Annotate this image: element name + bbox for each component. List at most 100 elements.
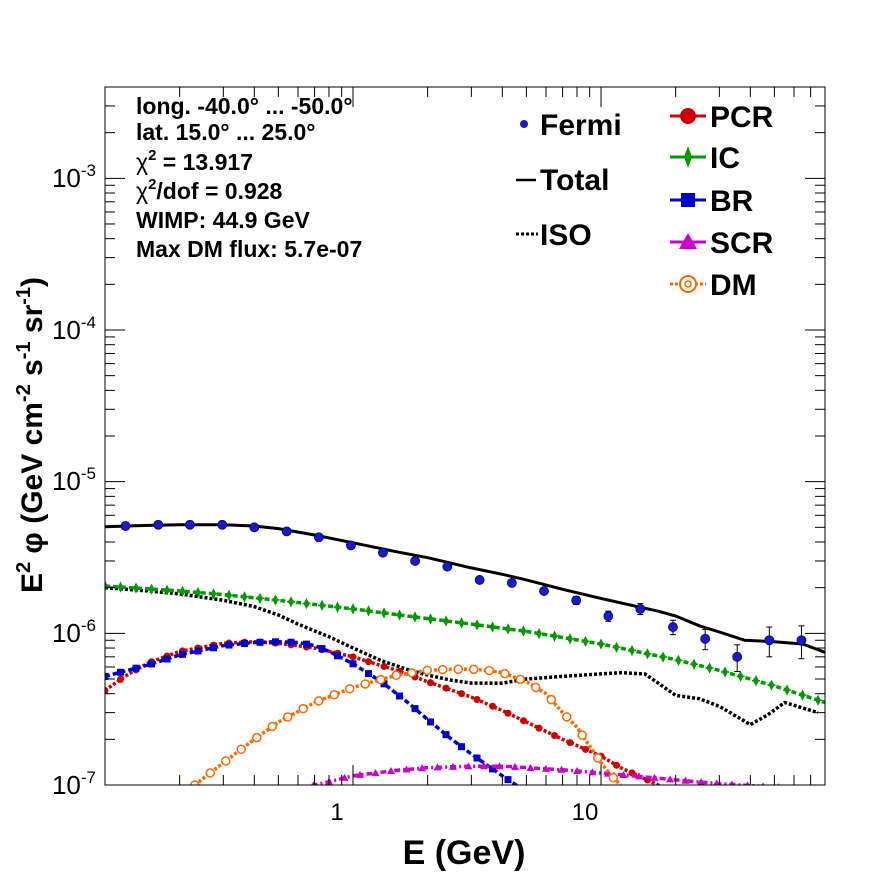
series-marker-ic bbox=[194, 586, 203, 599]
legend-item-iso: ISO bbox=[516, 219, 592, 252]
series-marker-scr bbox=[666, 775, 675, 783]
info-max-dm-flux: Max DM flux: 5.7e-07 bbox=[136, 236, 362, 262]
series-marker-dm bbox=[530, 682, 541, 693]
series-marker-ic bbox=[581, 635, 590, 648]
series-marker-pcr bbox=[489, 702, 497, 710]
series-marker-br bbox=[163, 655, 171, 663]
series-marker-pcr bbox=[613, 761, 621, 769]
series-marker-br bbox=[241, 639, 249, 647]
series-marker-scr bbox=[650, 773, 659, 781]
series-marker-ic bbox=[705, 662, 714, 674]
fermi-point bbox=[732, 651, 743, 662]
series-marker-ic bbox=[302, 597, 311, 610]
series-marker-scr bbox=[761, 782, 765, 785]
series-marker-dm bbox=[499, 668, 510, 679]
series-marker-dm bbox=[344, 683, 355, 694]
series-marker-br bbox=[194, 647, 202, 655]
info-chi2: χ2 = 13.917 bbox=[136, 147, 253, 175]
series-marker-br bbox=[210, 644, 218, 652]
series-marker-scr bbox=[573, 766, 582, 774]
series-marker-ic bbox=[349, 603, 358, 615]
series-marker-dm bbox=[236, 744, 246, 755]
series-marker-ic bbox=[612, 641, 621, 653]
legend-item-dm: DM bbox=[670, 269, 757, 302]
series-marker-ic bbox=[566, 633, 575, 645]
series-marker-scr bbox=[448, 762, 457, 770]
fermi-point bbox=[442, 561, 453, 572]
series-marker-ic bbox=[690, 658, 699, 670]
series-line-total bbox=[105, 523, 825, 654]
info-chi2-dof: χ2/dof = 0.928 bbox=[136, 176, 283, 204]
series-marker-ic bbox=[752, 675, 761, 687]
series-marker-scr bbox=[479, 762, 488, 770]
fermi-point bbox=[700, 633, 711, 644]
series-marker-scr bbox=[681, 776, 690, 784]
fermi-point bbox=[635, 603, 646, 614]
series-layer bbox=[105, 523, 825, 785]
series-marker-dm bbox=[251, 732, 262, 743]
legend-label-total: Total bbox=[540, 164, 609, 197]
series-marker-ic bbox=[504, 623, 513, 635]
series-marker-dm bbox=[577, 730, 587, 740]
series-marker-dm bbox=[484, 665, 494, 676]
series-marker-ic bbox=[411, 611, 420, 623]
series-marker-ic bbox=[628, 644, 637, 657]
series-marker-br bbox=[225, 641, 233, 649]
legend-marker-dm-inner bbox=[684, 280, 692, 288]
series-marker-pcr bbox=[380, 662, 388, 670]
info-wimp: WIMP: 44.9 GeV bbox=[136, 207, 310, 233]
series-marker-br bbox=[427, 718, 435, 726]
legend-item-fermi: Fermi bbox=[520, 109, 622, 142]
fermi-point bbox=[185, 519, 195, 530]
series-marker-pcr bbox=[458, 690, 466, 698]
fermi-point bbox=[249, 522, 260, 533]
series-marker-pcr bbox=[582, 745, 590, 753]
series-marker-ic bbox=[643, 648, 652, 660]
series-marker-scr bbox=[542, 764, 551, 772]
series-marker-scr bbox=[777, 783, 780, 785]
series-marker-ic bbox=[473, 619, 482, 631]
series-marker-scr bbox=[371, 768, 380, 776]
series-marker-dm bbox=[546, 694, 556, 705]
series-marker-ic bbox=[519, 625, 528, 637]
series-marker-br bbox=[272, 638, 280, 646]
series-marker-scr bbox=[745, 781, 750, 785]
y-tick-label: 10-7 bbox=[52, 768, 96, 800]
series-marker-br bbox=[179, 650, 187, 658]
legend-item-br: BR bbox=[670, 185, 754, 218]
series-marker-scr bbox=[433, 763, 442, 771]
x-tick-label: 10 bbox=[572, 799, 599, 826]
fermi-point bbox=[603, 611, 614, 621]
series-marker-scr bbox=[355, 770, 364, 778]
fermi-point bbox=[474, 575, 485, 585]
series-marker-br bbox=[411, 705, 419, 713]
legend-label-dm: DM bbox=[710, 269, 757, 302]
x-tick-label: 1 bbox=[330, 799, 343, 826]
series-marker-br bbox=[287, 638, 295, 646]
series-marker-ic bbox=[395, 609, 404, 621]
series-marker-scr bbox=[697, 778, 705, 785]
series-marker-ic bbox=[488, 621, 497, 633]
series-marker-pcr bbox=[566, 739, 574, 747]
fermi-point bbox=[668, 622, 678, 632]
series-marker-scr bbox=[557, 765, 566, 773]
fermi-point bbox=[313, 532, 324, 543]
series-marker-ic bbox=[225, 589, 234, 601]
fermi-point bbox=[346, 540, 356, 551]
series-marker-ic bbox=[550, 630, 559, 642]
series-marker-pcr bbox=[473, 696, 481, 704]
legend-item-total: Total bbox=[516, 164, 609, 197]
series-marker-ic bbox=[105, 580, 109, 592]
series-marker-scr bbox=[635, 772, 644, 780]
series-marker-dm bbox=[592, 753, 603, 763]
series-marker-scr bbox=[588, 768, 597, 776]
series-marker-pcr bbox=[661, 784, 665, 785]
series-marker-br bbox=[442, 731, 450, 739]
fermi-point bbox=[378, 547, 388, 558]
series-marker-br bbox=[504, 776, 512, 784]
legend-label-ic: IC bbox=[710, 142, 740, 175]
series-marker-ic bbox=[442, 615, 451, 627]
series-marker-ic bbox=[426, 613, 435, 625]
series-marker-ic bbox=[721, 666, 730, 678]
fermi-point bbox=[506, 578, 517, 588]
